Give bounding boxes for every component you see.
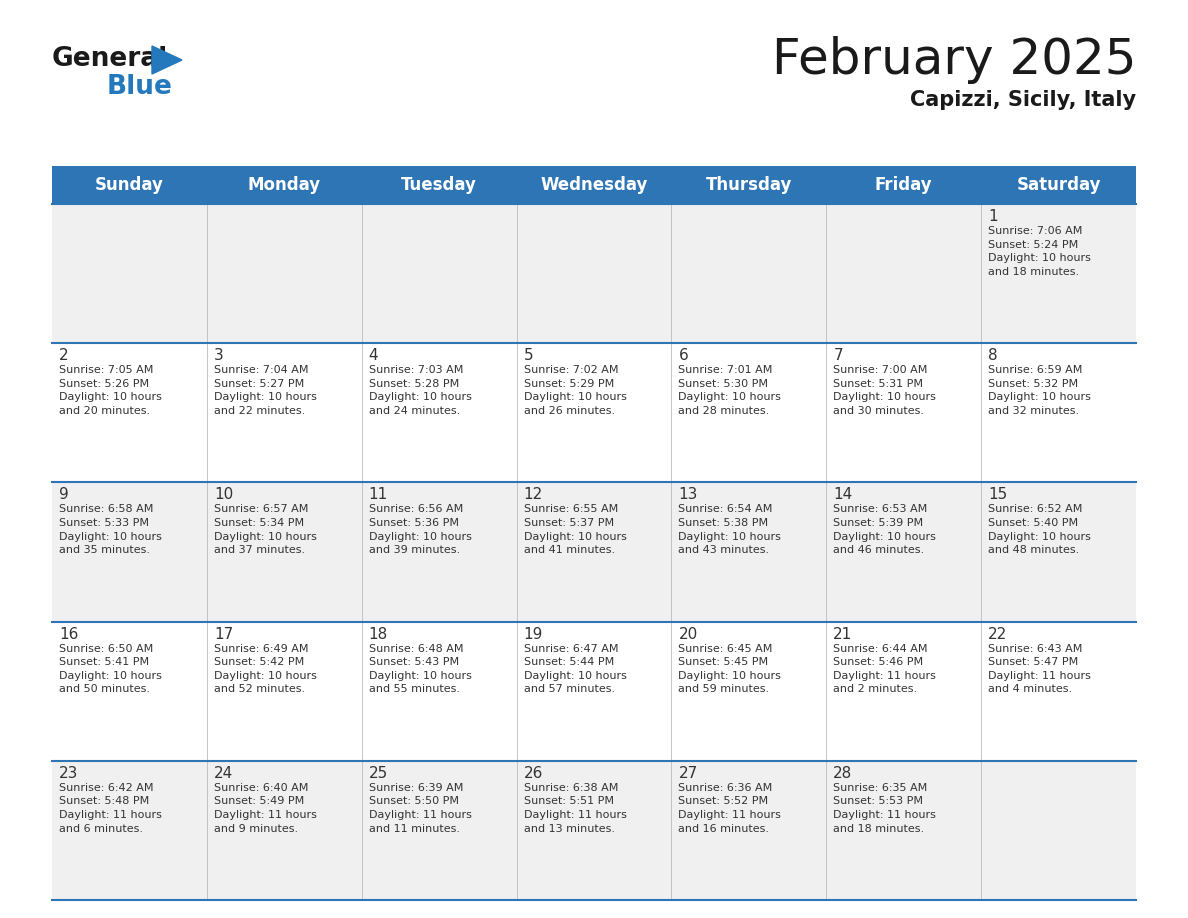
- Text: Blue: Blue: [107, 74, 173, 100]
- Text: 2: 2: [59, 348, 69, 364]
- Text: 3: 3: [214, 348, 223, 364]
- Text: 5: 5: [524, 348, 533, 364]
- Text: Sunrise: 6:45 AM
Sunset: 5:45 PM
Daylight: 10 hours
and 59 minutes.: Sunrise: 6:45 AM Sunset: 5:45 PM Dayligh…: [678, 644, 782, 694]
- Text: 24: 24: [214, 766, 233, 781]
- Text: Sunrise: 6:39 AM
Sunset: 5:50 PM
Daylight: 11 hours
and 11 minutes.: Sunrise: 6:39 AM Sunset: 5:50 PM Dayligh…: [368, 783, 472, 834]
- Text: 28: 28: [833, 766, 853, 781]
- Text: Sunrise: 6:38 AM
Sunset: 5:51 PM
Daylight: 11 hours
and 13 minutes.: Sunrise: 6:38 AM Sunset: 5:51 PM Dayligh…: [524, 783, 626, 834]
- Text: Sunrise: 6:50 AM
Sunset: 5:41 PM
Daylight: 10 hours
and 50 minutes.: Sunrise: 6:50 AM Sunset: 5:41 PM Dayligh…: [59, 644, 162, 694]
- Text: 20: 20: [678, 627, 697, 642]
- Text: Saturday: Saturday: [1016, 176, 1101, 194]
- Text: 16: 16: [59, 627, 78, 642]
- Text: 27: 27: [678, 766, 697, 781]
- Text: Sunrise: 6:49 AM
Sunset: 5:42 PM
Daylight: 10 hours
and 52 minutes.: Sunrise: 6:49 AM Sunset: 5:42 PM Dayligh…: [214, 644, 317, 694]
- Text: 21: 21: [833, 627, 853, 642]
- Text: 26: 26: [524, 766, 543, 781]
- Text: Sunrise: 6:53 AM
Sunset: 5:39 PM
Daylight: 10 hours
and 46 minutes.: Sunrise: 6:53 AM Sunset: 5:39 PM Dayligh…: [833, 504, 936, 555]
- Text: 22: 22: [988, 627, 1007, 642]
- Text: Sunrise: 6:43 AM
Sunset: 5:47 PM
Daylight: 11 hours
and 4 minutes.: Sunrise: 6:43 AM Sunset: 5:47 PM Dayligh…: [988, 644, 1091, 694]
- Text: Friday: Friday: [874, 176, 933, 194]
- Bar: [52, 482, 1136, 621]
- Text: 9: 9: [59, 487, 69, 502]
- Text: Tuesday: Tuesday: [402, 176, 478, 194]
- Bar: [52, 166, 207, 204]
- Text: Sunrise: 6:48 AM
Sunset: 5:43 PM
Daylight: 10 hours
and 55 minutes.: Sunrise: 6:48 AM Sunset: 5:43 PM Dayligh…: [368, 644, 472, 694]
- Bar: [671, 166, 827, 204]
- Text: Sunrise: 7:02 AM
Sunset: 5:29 PM
Daylight: 10 hours
and 26 minutes.: Sunrise: 7:02 AM Sunset: 5:29 PM Dayligh…: [524, 365, 626, 416]
- Text: Monday: Monday: [248, 176, 321, 194]
- Text: 12: 12: [524, 487, 543, 502]
- Text: 15: 15: [988, 487, 1007, 502]
- Bar: [52, 343, 1136, 482]
- Text: General: General: [52, 46, 169, 72]
- Text: 13: 13: [678, 487, 697, 502]
- Text: Sunrise: 7:03 AM
Sunset: 5:28 PM
Daylight: 10 hours
and 24 minutes.: Sunrise: 7:03 AM Sunset: 5:28 PM Dayligh…: [368, 365, 472, 416]
- Bar: [52, 621, 1136, 761]
- Text: February 2025: February 2025: [771, 36, 1136, 84]
- Bar: [52, 761, 1136, 900]
- Text: 8: 8: [988, 348, 998, 364]
- Text: 18: 18: [368, 627, 388, 642]
- Bar: [981, 166, 1136, 204]
- Text: Sunrise: 7:00 AM
Sunset: 5:31 PM
Daylight: 10 hours
and 30 minutes.: Sunrise: 7:00 AM Sunset: 5:31 PM Dayligh…: [833, 365, 936, 416]
- Text: Sunrise: 6:47 AM
Sunset: 5:44 PM
Daylight: 10 hours
and 57 minutes.: Sunrise: 6:47 AM Sunset: 5:44 PM Dayligh…: [524, 644, 626, 694]
- Bar: [827, 166, 981, 204]
- Text: Thursday: Thursday: [706, 176, 792, 194]
- Bar: [52, 204, 1136, 343]
- Text: 10: 10: [214, 487, 233, 502]
- Text: Capizzi, Sicily, Italy: Capizzi, Sicily, Italy: [910, 90, 1136, 110]
- Text: Sunrise: 6:58 AM
Sunset: 5:33 PM
Daylight: 10 hours
and 35 minutes.: Sunrise: 6:58 AM Sunset: 5:33 PM Dayligh…: [59, 504, 162, 555]
- Text: 25: 25: [368, 766, 388, 781]
- Text: 19: 19: [524, 627, 543, 642]
- Text: 1: 1: [988, 209, 998, 224]
- Text: 17: 17: [214, 627, 233, 642]
- Text: Sunrise: 7:05 AM
Sunset: 5:26 PM
Daylight: 10 hours
and 20 minutes.: Sunrise: 7:05 AM Sunset: 5:26 PM Dayligh…: [59, 365, 162, 416]
- Bar: [207, 166, 361, 204]
- Text: Wednesday: Wednesday: [541, 176, 647, 194]
- Text: Sunrise: 6:42 AM
Sunset: 5:48 PM
Daylight: 11 hours
and 6 minutes.: Sunrise: 6:42 AM Sunset: 5:48 PM Dayligh…: [59, 783, 162, 834]
- Text: 7: 7: [833, 348, 843, 364]
- Text: 6: 6: [678, 348, 688, 364]
- Text: Sunrise: 6:35 AM
Sunset: 5:53 PM
Daylight: 11 hours
and 18 minutes.: Sunrise: 6:35 AM Sunset: 5:53 PM Dayligh…: [833, 783, 936, 834]
- Text: Sunrise: 6:59 AM
Sunset: 5:32 PM
Daylight: 10 hours
and 32 minutes.: Sunrise: 6:59 AM Sunset: 5:32 PM Dayligh…: [988, 365, 1091, 416]
- Text: Sunrise: 6:56 AM
Sunset: 5:36 PM
Daylight: 10 hours
and 39 minutes.: Sunrise: 6:56 AM Sunset: 5:36 PM Dayligh…: [368, 504, 472, 555]
- Text: Sunrise: 6:54 AM
Sunset: 5:38 PM
Daylight: 10 hours
and 43 minutes.: Sunrise: 6:54 AM Sunset: 5:38 PM Dayligh…: [678, 504, 782, 555]
- Text: 14: 14: [833, 487, 853, 502]
- Text: 23: 23: [59, 766, 78, 781]
- Text: Sunday: Sunday: [95, 176, 164, 194]
- Text: 11: 11: [368, 487, 388, 502]
- Text: Sunrise: 6:57 AM
Sunset: 5:34 PM
Daylight: 10 hours
and 37 minutes.: Sunrise: 6:57 AM Sunset: 5:34 PM Dayligh…: [214, 504, 317, 555]
- Polygon shape: [152, 46, 182, 74]
- Text: Sunrise: 7:01 AM
Sunset: 5:30 PM
Daylight: 10 hours
and 28 minutes.: Sunrise: 7:01 AM Sunset: 5:30 PM Dayligh…: [678, 365, 782, 416]
- Text: Sunrise: 6:36 AM
Sunset: 5:52 PM
Daylight: 11 hours
and 16 minutes.: Sunrise: 6:36 AM Sunset: 5:52 PM Dayligh…: [678, 783, 782, 834]
- Text: Sunrise: 6:40 AM
Sunset: 5:49 PM
Daylight: 11 hours
and 9 minutes.: Sunrise: 6:40 AM Sunset: 5:49 PM Dayligh…: [214, 783, 317, 834]
- Text: 4: 4: [368, 348, 378, 364]
- Text: Sunrise: 7:04 AM
Sunset: 5:27 PM
Daylight: 10 hours
and 22 minutes.: Sunrise: 7:04 AM Sunset: 5:27 PM Dayligh…: [214, 365, 317, 416]
- Text: Sunrise: 6:52 AM
Sunset: 5:40 PM
Daylight: 10 hours
and 48 minutes.: Sunrise: 6:52 AM Sunset: 5:40 PM Dayligh…: [988, 504, 1091, 555]
- Text: Sunrise: 6:44 AM
Sunset: 5:46 PM
Daylight: 11 hours
and 2 minutes.: Sunrise: 6:44 AM Sunset: 5:46 PM Dayligh…: [833, 644, 936, 694]
- Text: Sunrise: 6:55 AM
Sunset: 5:37 PM
Daylight: 10 hours
and 41 minutes.: Sunrise: 6:55 AM Sunset: 5:37 PM Dayligh…: [524, 504, 626, 555]
- Text: Sunrise: 7:06 AM
Sunset: 5:24 PM
Daylight: 10 hours
and 18 minutes.: Sunrise: 7:06 AM Sunset: 5:24 PM Dayligh…: [988, 226, 1091, 277]
- Bar: [517, 166, 671, 204]
- Bar: [361, 166, 517, 204]
